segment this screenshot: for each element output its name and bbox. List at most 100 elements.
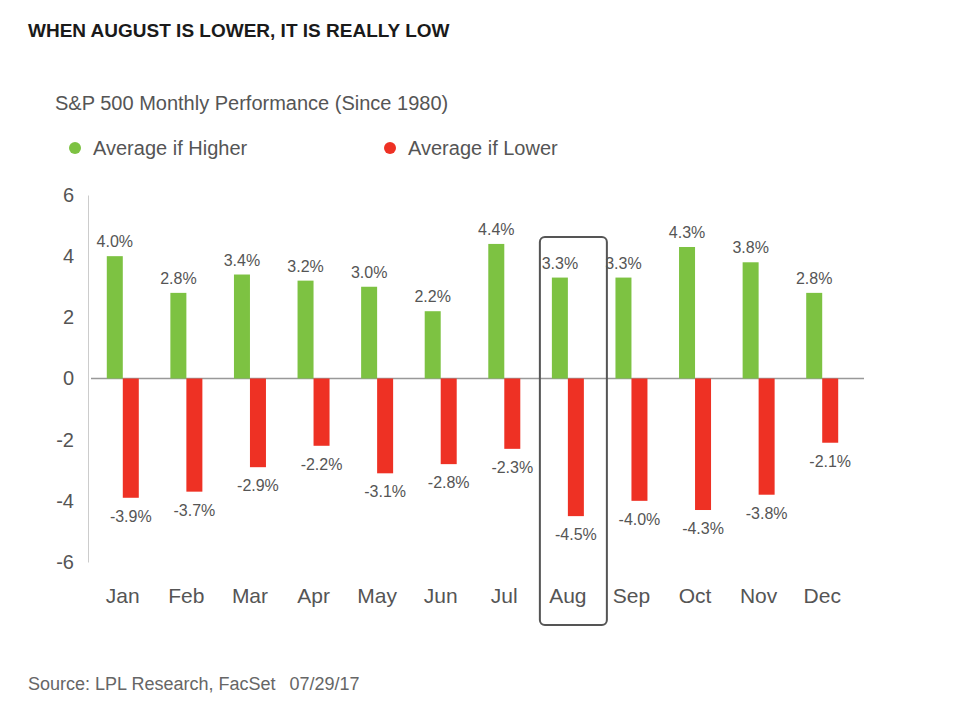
data-label: -3.9% <box>110 508 152 525</box>
data-label: -4.3% <box>682 520 724 537</box>
bar <box>488 244 504 379</box>
x-tick-label: Jun <box>424 584 458 607</box>
x-tick-label: Dec <box>804 584 841 607</box>
y-tick-label: -4 <box>56 490 74 512</box>
y-axis: -6 -4 -2 0 2 4 6 <box>56 184 88 573</box>
legend-swatch <box>69 142 81 154</box>
x-tick-label: May <box>357 584 397 607</box>
data-label: -2.8% <box>428 474 470 491</box>
legend-label: Average if Higher <box>93 137 248 159</box>
y-tick-label: 4 <box>63 245 74 267</box>
data-label: -2.3% <box>491 459 533 476</box>
y-tick: 2 <box>63 306 88 328</box>
data-label: 2.8% <box>796 270 832 287</box>
bar <box>441 379 457 465</box>
data-label: -2.9% <box>237 477 279 494</box>
bar <box>170 293 186 379</box>
legend-swatch <box>384 142 396 154</box>
x-tick: Dec <box>804 584 841 607</box>
y-tick-label: 6 <box>63 184 74 206</box>
x-tick-label: Feb <box>168 584 204 607</box>
bar <box>568 379 584 517</box>
x-tick-label: Sep <box>613 584 650 607</box>
x-tick-label: Jul <box>491 584 518 607</box>
bar <box>552 278 568 379</box>
x-tick: Oct <box>679 584 712 607</box>
x-tick-label: Jan <box>106 584 140 607</box>
source-note: Source: LPL Research, FacSet 07/29/17 <box>28 674 360 694</box>
x-tick-label: Aug <box>549 584 586 607</box>
bars <box>107 244 838 516</box>
y-tick: -6 <box>56 551 88 573</box>
background <box>0 0 960 708</box>
data-label: -3.1% <box>364 483 406 500</box>
data-label: -3.7% <box>173 502 215 519</box>
bar <box>123 379 139 498</box>
data-label: -4.0% <box>619 511 661 528</box>
data-label: 3.3% <box>542 255 578 272</box>
highlight-box <box>540 237 607 625</box>
bar <box>107 256 123 378</box>
y-tick: -2 <box>56 429 88 451</box>
data-label: 4.0% <box>97 233 133 250</box>
data-label: 2.8% <box>160 270 196 287</box>
x-tick: Apr <box>297 584 330 607</box>
data-label: 2.2% <box>414 288 450 305</box>
x-tick-label: Mar <box>232 584 268 607</box>
x-tick: Nov <box>740 584 778 607</box>
x-tick-label: Apr <box>297 584 330 607</box>
data-label: 3.3% <box>605 255 641 272</box>
source-date: 07/29/17 <box>289 674 359 694</box>
bar <box>234 275 250 379</box>
y-tick-label: 2 <box>63 306 74 328</box>
y-tick: 4 <box>63 245 88 267</box>
x-tick: Feb <box>168 584 204 607</box>
x-tick: Mar <box>232 584 268 607</box>
y-tick-label: 0 <box>63 367 74 389</box>
chart: WHEN AUGUST IS LOWER, IT IS REALLY LOW S&… <box>0 0 960 708</box>
title: WHEN AUGUST IS LOWER, IT IS REALLY LOW <box>28 20 450 41</box>
data-label: 3.8% <box>732 239 768 256</box>
x-tick: Jun <box>424 584 458 607</box>
bar <box>425 311 441 378</box>
data-label: 3.4% <box>224 252 260 269</box>
source: Source: LPL Research, FacSet <box>28 674 275 694</box>
data-label: -4.5% <box>555 526 597 543</box>
bar <box>695 379 711 511</box>
y-tick-label: -2 <box>56 429 74 451</box>
data-label: -3.8% <box>746 505 788 522</box>
data-label: 3.2% <box>287 258 323 275</box>
bar <box>759 379 775 495</box>
y-tick-label: -6 <box>56 551 74 573</box>
x-axis: Jan Feb Mar Apr May Jun Jul Aug Sep Oct Nov Dec <box>106 584 841 607</box>
bar <box>743 262 759 378</box>
x-tick: Jan <box>106 584 140 607</box>
subtitle: S&P 500 Monthly Performance (Since 1980) <box>55 92 448 114</box>
data-label: -2.1% <box>809 453 851 470</box>
bar <box>314 379 330 446</box>
legend: Average if HigherAverage if Lower <box>69 137 558 159</box>
x-tick: Aug <box>549 584 586 607</box>
bar <box>806 293 822 379</box>
bar <box>250 379 266 468</box>
y-tick: 6 <box>63 184 88 206</box>
data-label: 3.0% <box>351 264 387 281</box>
x-tick: May <box>357 584 397 607</box>
x-tick-label: Nov <box>740 584 778 607</box>
bar <box>631 379 647 501</box>
bar <box>615 278 631 379</box>
y-tick: -4 <box>56 490 88 512</box>
bar <box>186 379 202 492</box>
y-tick: 0 <box>63 367 88 389</box>
data-label: -2.2% <box>301 456 343 473</box>
data-labels: 4.0% 2.8% 3.4% 3.2% 3.0% 2.2% 4.4% 3.3% 3.3% 4.3%… <box>97 221 852 543</box>
x-tick: Jul <box>491 584 518 607</box>
bar <box>679 247 695 379</box>
bar <box>504 379 520 449</box>
data-label: 4.4% <box>478 221 514 238</box>
x-tick-label: Oct <box>679 584 712 607</box>
bar <box>361 287 377 379</box>
bar <box>822 379 838 443</box>
y-axis-line <box>88 196 89 563</box>
data-label: 4.3% <box>669 224 705 241</box>
